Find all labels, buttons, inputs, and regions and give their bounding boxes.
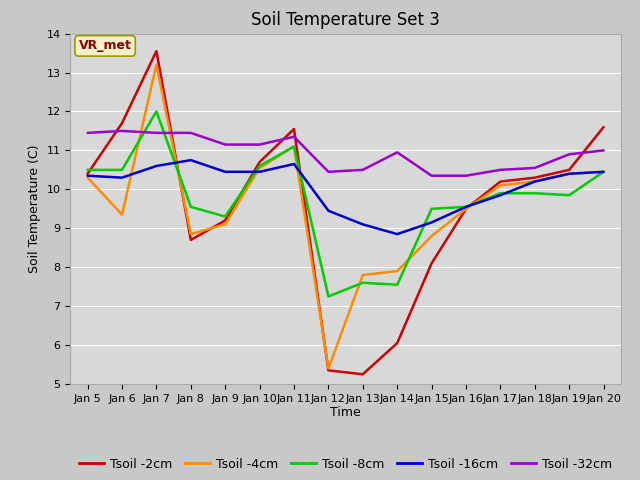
Tsoil -8cm	[497, 191, 504, 196]
Line: Tsoil -4cm: Tsoil -4cm	[88, 65, 604, 369]
Tsoil -2cm	[84, 171, 92, 177]
Tsoil -2cm	[256, 159, 264, 165]
Tsoil -16cm	[531, 179, 539, 184]
Tsoil -8cm	[531, 191, 539, 196]
Tsoil -16cm	[428, 219, 435, 225]
Tsoil -32cm	[256, 142, 264, 147]
Tsoil -16cm	[118, 175, 126, 180]
Tsoil -4cm	[428, 233, 435, 239]
Tsoil -4cm	[256, 165, 264, 171]
Tsoil -16cm	[497, 192, 504, 198]
Tsoil -32cm	[187, 130, 195, 136]
Tsoil -8cm	[152, 108, 160, 114]
Tsoil -16cm	[152, 163, 160, 169]
Line: Tsoil -8cm: Tsoil -8cm	[88, 111, 604, 296]
Line: Tsoil -16cm: Tsoil -16cm	[88, 160, 604, 234]
Legend: Tsoil -2cm, Tsoil -4cm, Tsoil -8cm, Tsoil -16cm, Tsoil -32cm: Tsoil -2cm, Tsoil -4cm, Tsoil -8cm, Tsoi…	[74, 453, 618, 476]
Tsoil -8cm	[324, 293, 332, 300]
Tsoil -4cm	[359, 272, 367, 278]
Tsoil -8cm	[359, 280, 367, 286]
Tsoil -4cm	[84, 175, 92, 180]
Tsoil -32cm	[531, 165, 539, 171]
Tsoil -16cm	[394, 231, 401, 237]
Tsoil -32cm	[565, 151, 573, 157]
Tsoil -16cm	[84, 173, 92, 179]
Tsoil -32cm	[118, 128, 126, 134]
Tsoil -16cm	[290, 161, 298, 167]
Text: VR_met: VR_met	[79, 39, 132, 52]
Tsoil -2cm	[600, 124, 607, 130]
Tsoil -4cm	[290, 144, 298, 149]
Tsoil -4cm	[531, 179, 539, 184]
Tsoil -8cm	[221, 214, 229, 219]
Tsoil -2cm	[359, 372, 367, 377]
Tsoil -16cm	[600, 169, 607, 175]
Tsoil -8cm	[600, 169, 607, 175]
Tsoil -2cm	[531, 175, 539, 180]
Tsoil -4cm	[497, 182, 504, 188]
Tsoil -32cm	[394, 149, 401, 155]
Tsoil -2cm	[497, 179, 504, 184]
Tsoil -2cm	[394, 340, 401, 346]
Tsoil -8cm	[187, 204, 195, 210]
Tsoil -4cm	[324, 366, 332, 372]
Tsoil -32cm	[600, 147, 607, 153]
Tsoil -16cm	[359, 221, 367, 227]
Tsoil -4cm	[118, 212, 126, 217]
Tsoil -4cm	[600, 169, 607, 175]
Tsoil -8cm	[428, 206, 435, 212]
Tsoil -4cm	[462, 206, 470, 212]
Title: Soil Temperature Set 3: Soil Temperature Set 3	[251, 11, 440, 29]
Tsoil -2cm	[290, 126, 298, 132]
Tsoil -8cm	[394, 282, 401, 288]
Tsoil -16cm	[221, 169, 229, 175]
Tsoil -32cm	[324, 169, 332, 175]
Tsoil -8cm	[290, 144, 298, 149]
Line: Tsoil -2cm: Tsoil -2cm	[88, 51, 604, 374]
Tsoil -2cm	[428, 261, 435, 266]
Tsoil -8cm	[256, 163, 264, 169]
Tsoil -4cm	[187, 231, 195, 237]
Tsoil -32cm	[462, 173, 470, 179]
Tsoil -2cm	[462, 206, 470, 212]
Tsoil -8cm	[565, 192, 573, 198]
Tsoil -4cm	[565, 171, 573, 177]
Tsoil -32cm	[428, 173, 435, 179]
Tsoil -8cm	[84, 167, 92, 173]
Tsoil -32cm	[152, 130, 160, 136]
Tsoil -2cm	[221, 217, 229, 223]
Tsoil -4cm	[394, 268, 401, 274]
Tsoil -4cm	[152, 62, 160, 68]
Line: Tsoil -32cm: Tsoil -32cm	[88, 131, 604, 176]
Tsoil -16cm	[462, 204, 470, 210]
Tsoil -8cm	[462, 204, 470, 210]
Tsoil -2cm	[565, 167, 573, 173]
Tsoil -16cm	[256, 169, 264, 175]
Tsoil -16cm	[324, 208, 332, 214]
Tsoil -2cm	[152, 48, 160, 54]
Tsoil -8cm	[118, 167, 126, 173]
Tsoil -32cm	[221, 142, 229, 147]
Tsoil -32cm	[497, 167, 504, 173]
Y-axis label: Soil Temperature (C): Soil Temperature (C)	[28, 144, 41, 273]
Tsoil -16cm	[187, 157, 195, 163]
X-axis label: Time: Time	[330, 407, 361, 420]
Tsoil -32cm	[84, 130, 92, 136]
Tsoil -4cm	[221, 221, 229, 227]
Tsoil -16cm	[565, 171, 573, 177]
Tsoil -32cm	[290, 134, 298, 140]
Tsoil -32cm	[359, 167, 367, 173]
Tsoil -2cm	[118, 120, 126, 126]
Tsoil -2cm	[187, 237, 195, 243]
Tsoil -2cm	[324, 368, 332, 373]
